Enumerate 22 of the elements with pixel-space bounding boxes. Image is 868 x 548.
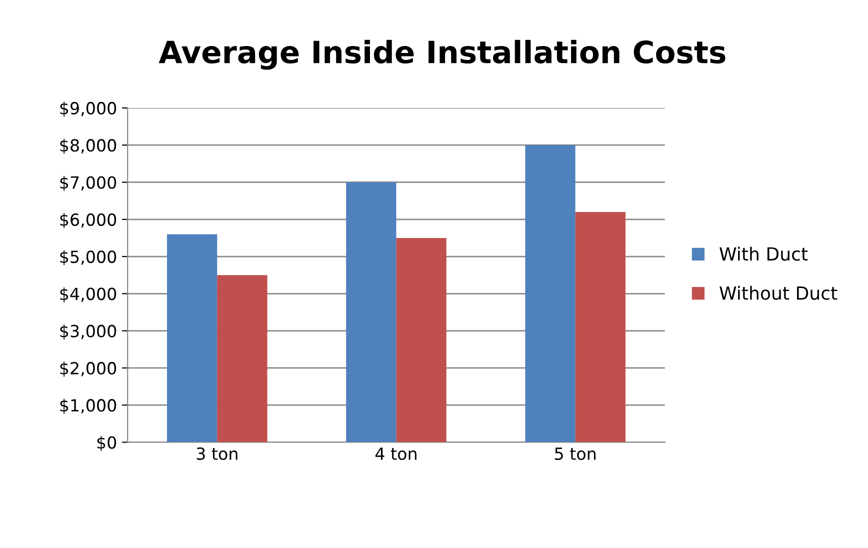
chart-title: Average Inside Installation Costs	[158, 40, 726, 70]
x-tick-label: 4 ton	[375, 448, 416, 460]
x-tick-label: 3 ton	[196, 447, 238, 460]
legend-label: With Duct	[720, 246, 808, 261]
y-tick-label: $5,000	[60, 250, 116, 266]
y-tick-label: $7,000	[60, 176, 116, 192]
y-tick-label: $2,000	[60, 362, 116, 377]
y-tick-label: $0	[97, 436, 116, 452]
y-tick-label: $3,000	[60, 324, 116, 340]
y-tick-label: $1,000	[60, 398, 116, 414]
y-tick-label: $6,000	[60, 213, 116, 228]
bar	[396, 238, 446, 442]
y-tick-label: $4,000	[60, 287, 116, 302]
bar	[166, 234, 218, 442]
y-tick-label: $9,000	[60, 102, 116, 117]
y-tick-label: $8,000	[60, 138, 116, 154]
bar	[525, 145, 576, 442]
bar	[217, 275, 268, 442]
legend-label: Without Duct	[720, 286, 838, 300]
bar	[346, 182, 396, 442]
x-tick-label: 5 ton	[555, 448, 596, 460]
bar	[575, 212, 626, 442]
